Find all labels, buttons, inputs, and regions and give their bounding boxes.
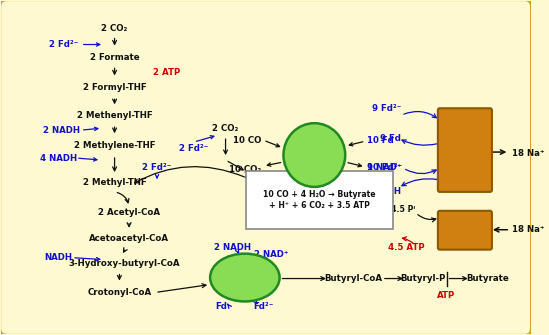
Text: 4.5 ATP: 4.5 ATP: [388, 243, 424, 252]
FancyBboxPatch shape: [438, 211, 492, 250]
Text: Bcd-
EtfA·B: Bcd- EtfA·B: [229, 268, 261, 287]
FancyBboxPatch shape: [246, 171, 393, 229]
Text: NADH: NADH: [44, 253, 72, 262]
Text: 10 CO: 10 CO: [233, 136, 261, 145]
FancyBboxPatch shape: [0, 0, 533, 335]
Text: 2 Acetyl-CoA: 2 Acetyl-CoA: [98, 208, 160, 217]
Text: Acetoacetyl-CoA: Acetoacetyl-CoA: [89, 234, 169, 243]
Text: CODH: CODH: [298, 150, 331, 160]
Ellipse shape: [210, 254, 279, 302]
Text: Fd: Fd: [215, 302, 227, 311]
Text: Butyrate: Butyrate: [467, 274, 509, 283]
Text: 3-Hydroxy-butyryl-CoA: 3-Hydroxy-butyryl-CoA: [69, 259, 180, 268]
Text: 2 ATP: 2 ATP: [153, 68, 180, 77]
Text: 10 Fd²⁻: 10 Fd²⁻: [367, 163, 402, 173]
Text: 10 CO₂: 10 CO₂: [229, 165, 261, 175]
Text: 2 NADH: 2 NADH: [43, 126, 80, 135]
Text: 2 Methenyl-THF: 2 Methenyl-THF: [77, 111, 153, 120]
Text: Fd²⁻: Fd²⁻: [253, 302, 273, 311]
Text: 9 Fd²⁻: 9 Fd²⁻: [372, 104, 401, 113]
Text: Crotonyl-CoA: Crotonyl-CoA: [87, 288, 152, 297]
Text: 2 CO₂: 2 CO₂: [102, 24, 128, 33]
Text: 18 Na⁺: 18 Na⁺: [512, 148, 545, 157]
Text: 18 Na⁺: 18 Na⁺: [512, 225, 545, 234]
Text: 2 Fd²⁻: 2 Fd²⁻: [179, 144, 208, 152]
Circle shape: [283, 123, 345, 187]
Text: 2 CO₂: 2 CO₂: [212, 124, 239, 133]
Text: 2 Methyl-THF: 2 Methyl-THF: [83, 179, 147, 188]
Text: Butyryl-CoA: Butyryl-CoA: [324, 274, 382, 283]
Text: 2 Methylene-THF: 2 Methylene-THF: [74, 141, 155, 150]
Text: 2 Formate: 2 Formate: [90, 53, 139, 62]
Text: 4.5 ADP + 4.5 Pᴵ: 4.5 ADP + 4.5 Pᴵ: [344, 205, 416, 214]
Text: ATP: ATP: [438, 291, 456, 300]
Text: Butyryl-P: Butyryl-P: [400, 274, 445, 283]
Text: 2 [CO]: 2 [CO]: [244, 171, 274, 180]
Text: 4 NADH: 4 NADH: [40, 153, 77, 162]
Text: 2 NAD⁺: 2 NAD⁺: [254, 250, 288, 259]
Text: 2 Formyl-THF: 2 Formyl-THF: [83, 83, 147, 92]
Text: 2 NADH: 2 NADH: [214, 243, 251, 252]
Text: 10 CO + 4 H₂O → Butyrate
+ H⁺ + 6 CO₂ + 3.5 ATP: 10 CO + 4 H₂O → Butyrate + H⁺ + 6 CO₂ + …: [263, 190, 376, 210]
Text: 2 Fd²⁻: 2 Fd²⁻: [142, 163, 172, 173]
FancyBboxPatch shape: [438, 108, 492, 192]
Text: 10 Fd: 10 Fd: [367, 136, 394, 145]
Text: ATPase: ATPase: [445, 225, 485, 235]
Text: Rnf
ABC
DEG: Rnf ABC DEG: [453, 133, 476, 167]
Text: 2 Fd²⁻: 2 Fd²⁻: [49, 40, 78, 49]
Text: 9 NAD⁺: 9 NAD⁺: [367, 163, 401, 173]
Text: 9 NADH: 9 NADH: [364, 187, 401, 196]
Text: 9 Fd: 9 Fd: [380, 134, 401, 143]
